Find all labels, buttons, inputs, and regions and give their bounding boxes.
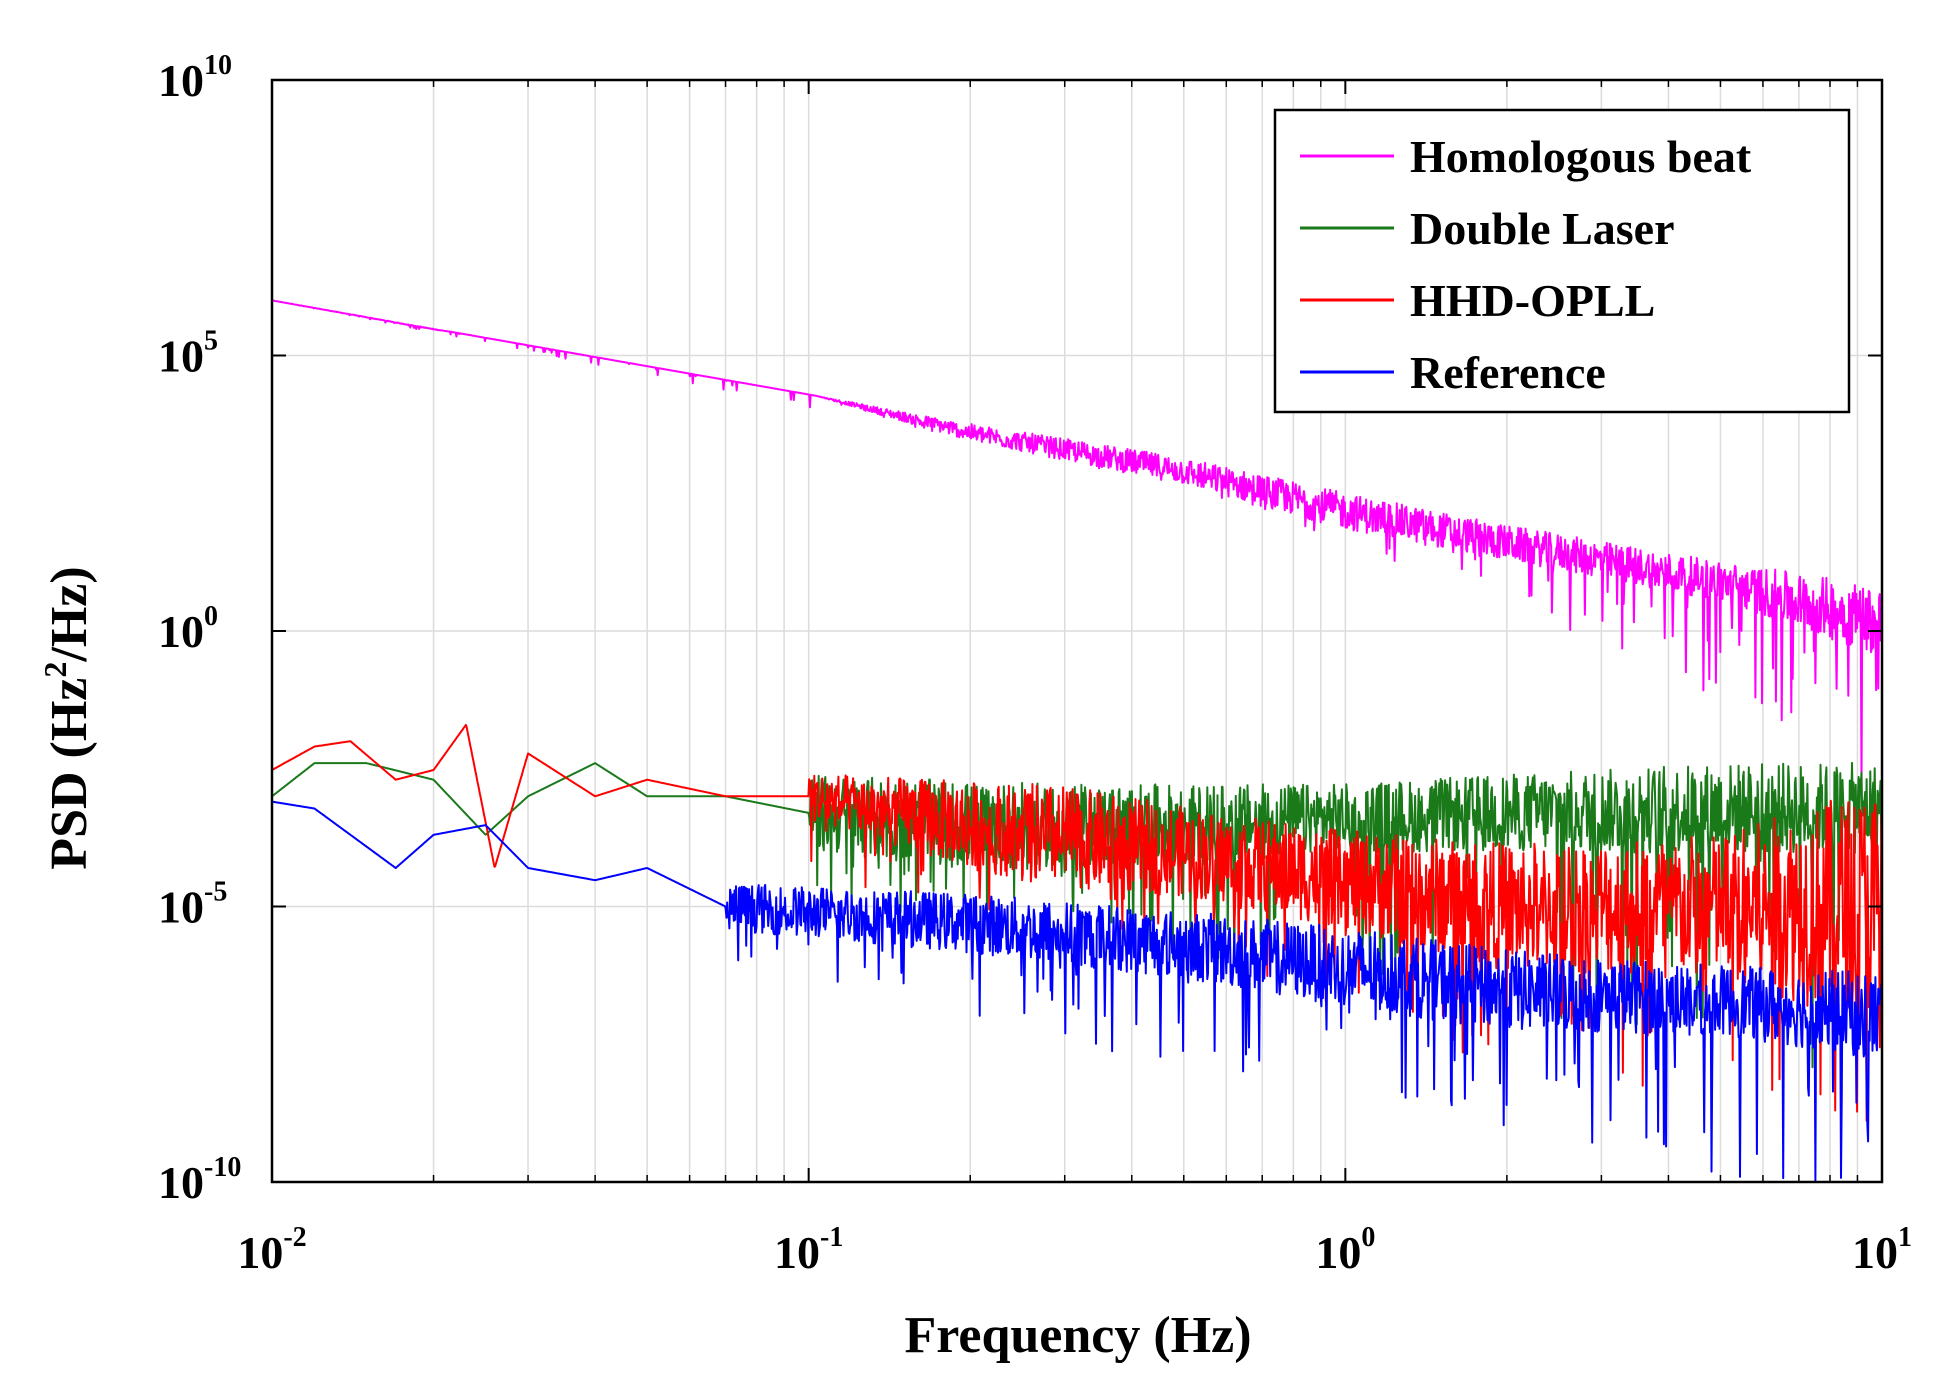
x-tick-label: 10-2	[237, 1222, 306, 1278]
y-tick-label-base: 10	[158, 882, 204, 933]
y-axis-title-prefix: PSD (Hz	[41, 678, 98, 870]
x-tick-label-base: 10	[237, 1227, 283, 1278]
y-tick-label-base: 10	[158, 1157, 204, 1208]
y-axis-title-suffix: /Hz)	[41, 566, 98, 662]
series-line-hhd-opll	[271, 723, 1883, 1122]
y-tick-label-exponent: -5	[204, 877, 227, 908]
x-tick-label: 10-1	[774, 1222, 843, 1278]
y-tick-label: 105	[158, 326, 218, 382]
x-tick-label: 101	[1852, 1222, 1912, 1278]
y-tick-label-exponent: 5	[204, 326, 218, 357]
legend-box	[1273, 108, 1851, 414]
y-tick-label: 10-5	[158, 877, 227, 933]
axis-ticks	[271, 79, 1883, 1183]
y-tick-label: 100	[158, 601, 218, 657]
legend: Homologous beat Double Laser HHD-OPLL Refer…	[1273, 108, 1851, 414]
y-tick-label-exponent: 0	[204, 601, 218, 632]
x-tick-label-exponent: -1	[820, 1222, 843, 1253]
x-tick-label-base: 10	[1852, 1227, 1898, 1278]
y-tick-label-base: 10	[158, 331, 204, 382]
y-tick-label: 10-10	[158, 1152, 241, 1208]
x-tick-label-exponent: -2	[283, 1222, 306, 1253]
legend-label-hhd-opll: HHD-OPLL	[1410, 275, 1655, 326]
plot-series	[271, 299, 1883, 1182]
y-tick-label-base: 10	[158, 606, 204, 657]
legend-label-homologous-beat: Homologous beat	[1410, 131, 1752, 182]
series-line-homologous-beat	[271, 299, 1883, 785]
y-tick-label-exponent: -10	[204, 1152, 241, 1183]
x-tick-label: 100	[1315, 1222, 1375, 1278]
x-tick-label-exponent: 0	[1361, 1222, 1375, 1253]
x-tick-label-exponent: 1	[1898, 1222, 1912, 1253]
legend-label-double-laser: Double Laser	[1410, 203, 1675, 254]
y-axis-title: PSD (Hz2/Hz)	[37, 566, 98, 869]
x-tick-label-base: 10	[1315, 1227, 1361, 1278]
y-tick-label-base: 10	[158, 55, 204, 106]
legend-label-reference: Reference	[1410, 347, 1606, 398]
y-tick-label-exponent: 10	[204, 50, 232, 81]
x-tick-label-base: 10	[774, 1227, 820, 1278]
y-tick-label: 1010	[158, 50, 232, 106]
x-axis-title: Frequency (Hz)	[904, 1307, 1251, 1364]
y-axis-title-superscript: 2	[37, 662, 73, 678]
series-line-reference	[271, 800, 1883, 1182]
